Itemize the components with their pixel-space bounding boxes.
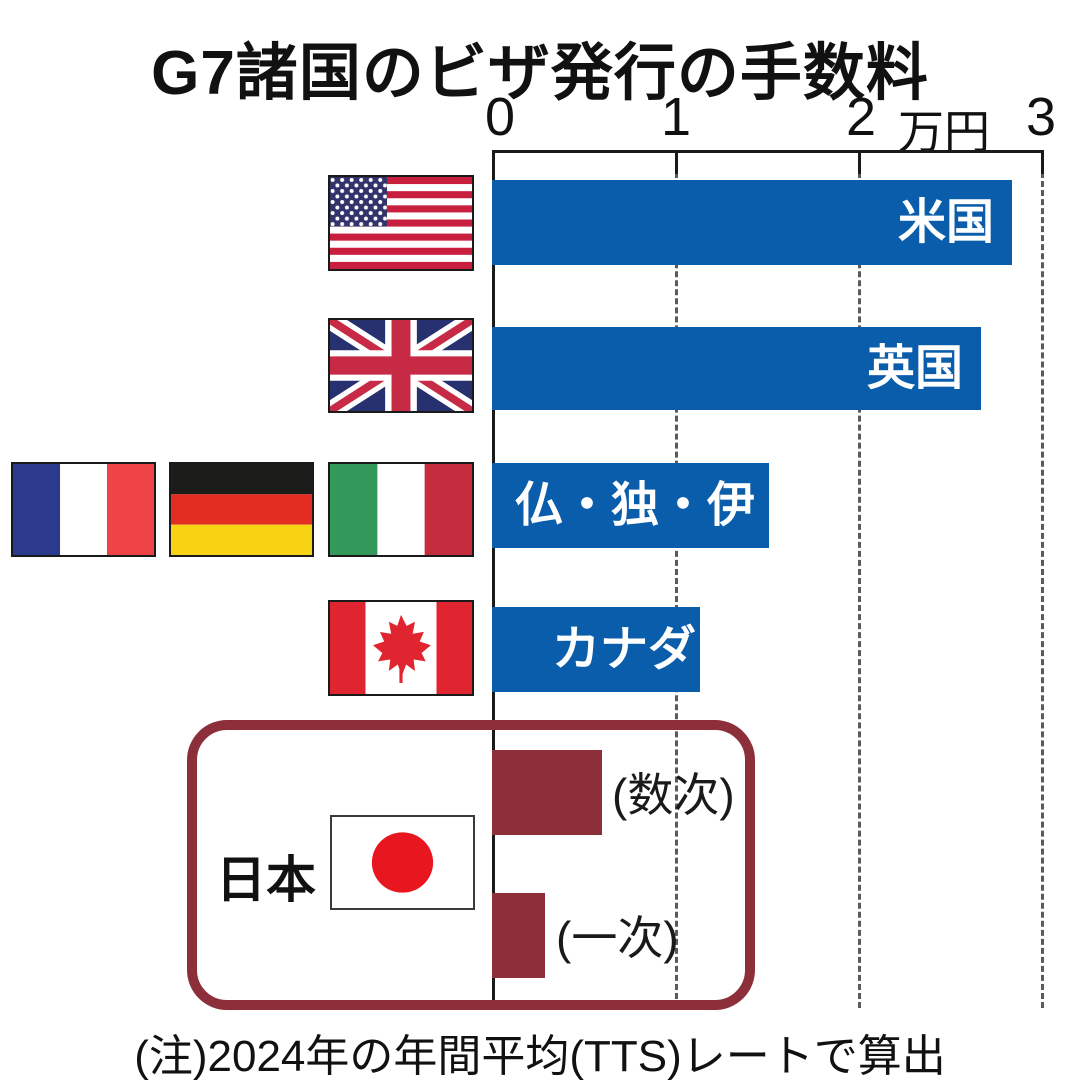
germany-flag-icon	[169, 462, 314, 557]
x-tick-label-0: 0	[484, 87, 516, 147]
japan-flag-icon	[330, 815, 475, 910]
x-tick-mark-3	[1041, 150, 1044, 174]
bar-label-united-states: 米国	[897, 195, 994, 249]
y-axis-line	[492, 150, 495, 1010]
chart-title: G7諸国のビザ発行の手数料	[151, 39, 929, 108]
x-axis-line	[492, 150, 1044, 153]
canada-flag-icon	[328, 600, 474, 696]
x-tick-label-3: 3	[1025, 87, 1057, 147]
france-flag-icon	[11, 462, 156, 557]
x-axis-unit-label: 万円	[898, 106, 990, 158]
footnote: (注)2024年の年間平均(TTS)レートで算出	[134, 1032, 946, 1081]
italy-flag-icon	[328, 462, 474, 557]
gridline-2man	[858, 172, 861, 1008]
x-tick-mark-1	[675, 150, 678, 174]
united-kingdom-flag-icon	[328, 318, 474, 413]
bar-japan-multiple-entry	[492, 750, 602, 835]
bar-canada: カナダ	[492, 607, 700, 692]
bar-france-germany-italy: 仏・独・伊	[492, 463, 769, 548]
japan-highlight-box	[187, 720, 755, 1010]
x-tick-mark-2	[858, 150, 861, 174]
japan-group-label: 日本	[216, 852, 316, 908]
bar-label-france-germany-italy: 仏・独・伊	[514, 478, 755, 532]
bar-label-canada: カナダ	[551, 622, 696, 676]
bar-label-united-kingdom: 英国	[866, 341, 963, 395]
bar-united-states: 米国	[492, 180, 1012, 265]
x-tick-label-1: 1	[660, 87, 692, 147]
bar-united-kingdom: 英国	[492, 327, 981, 410]
bar-label-japan-single-entry: (一次)	[556, 912, 679, 964]
bar-japan-single-entry	[492, 893, 545, 978]
united-states-flag-icon	[328, 175, 474, 271]
x-tick-label-2: 2	[845, 87, 877, 147]
gridline-1man	[675, 172, 678, 1008]
bar-label-japan-multiple-entry: (数次)	[612, 769, 735, 821]
gridline-3man	[1041, 172, 1044, 1008]
